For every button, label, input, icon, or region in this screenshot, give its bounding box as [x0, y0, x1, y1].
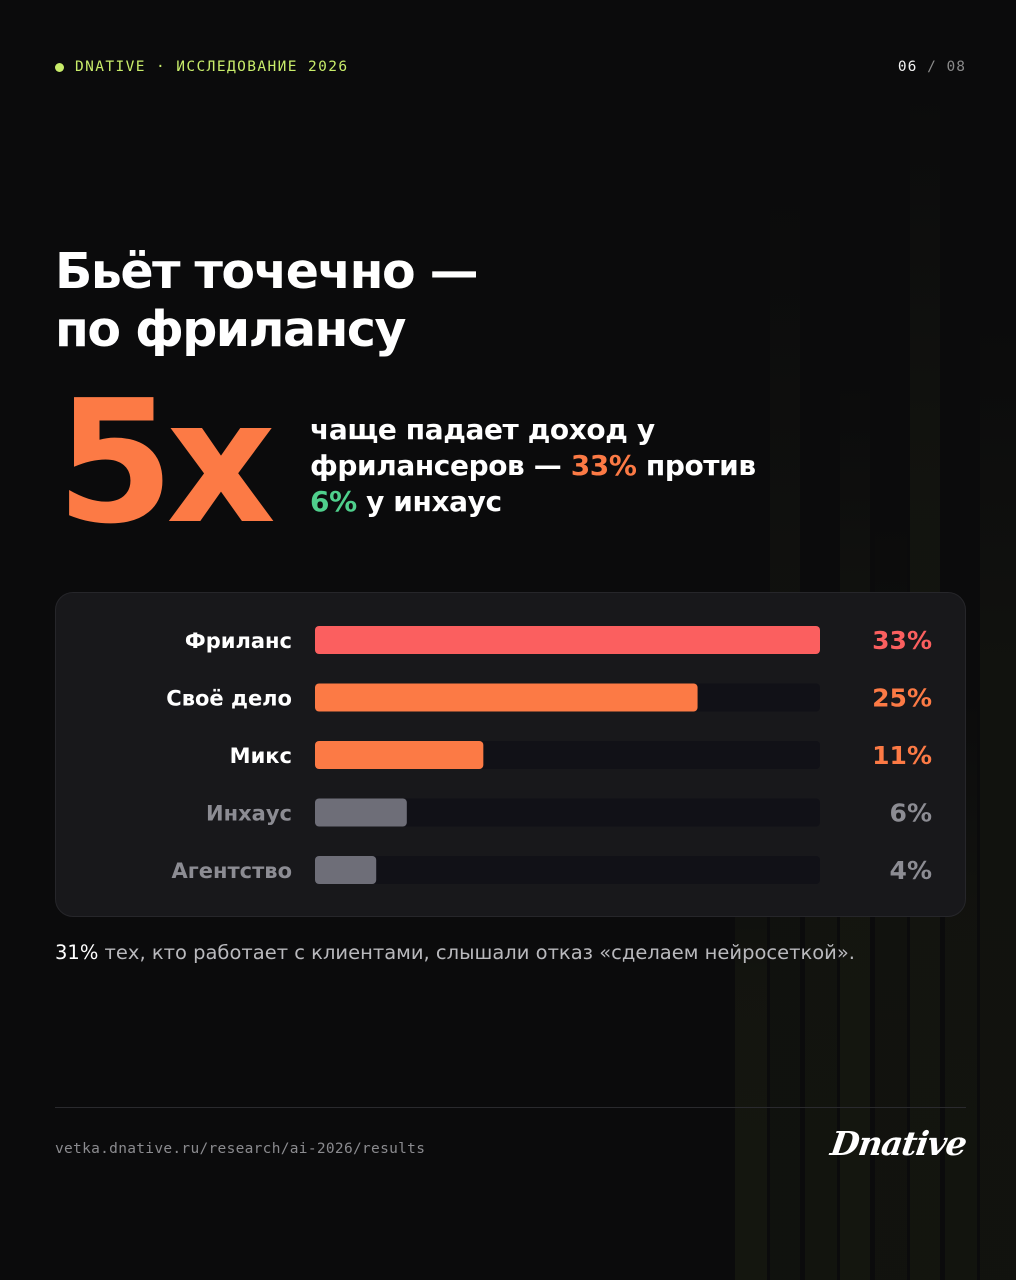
stat-multiplier: 5x: [56, 364, 276, 562]
footnote-text: тех, кто работает с клиентами, слышали о…: [104, 941, 855, 964]
brand-dot-icon: [55, 63, 64, 72]
page-title-line-1: Бьёт точечно —: [55, 243, 479, 300]
bar-chart: Фриланс 33% Своё дело 25% Микс 11% Инхаус 6% Аге…: [166, 626, 932, 885]
stat-text-part-3: у инхаус: [366, 485, 502, 518]
stat-text-part-1: чаще падает доход у фрилансеров —: [310, 413, 655, 482]
value-label: 11%: [872, 741, 932, 770]
stat-text-part-2: против: [645, 449, 756, 482]
source-url: vetka.dnative.ru/research/ai-2026/result…: [55, 1141, 426, 1157]
brand-label: DNATIVE · ИССЛЕДОВАНИЕ 2026: [75, 59, 349, 75]
bar: [315, 798, 407, 827]
footnote: 31% тех, кто работает с клиентами, слыша…: [55, 940, 855, 966]
bar: [315, 683, 698, 712]
footer-divider: [55, 1107, 966, 1108]
bar-track: [315, 856, 820, 884]
page-total: 08: [946, 59, 966, 75]
category-label: Агентство: [172, 859, 292, 883]
bar: [315, 626, 820, 654]
dnative-logo: Dnative: [828, 1124, 969, 1163]
category-label: Микс: [230, 744, 292, 768]
stat-highlight-freelance: 33%: [570, 449, 637, 482]
bar: [315, 741, 484, 769]
footnote-figure: 31%: [55, 941, 99, 964]
category-label: Своё дело: [166, 687, 292, 711]
value-label: 25%: [872, 684, 932, 713]
page-separator: /: [927, 59, 937, 75]
bar: [315, 856, 377, 884]
value-label: 33%: [872, 626, 932, 655]
stat-highlight-inhouse: 6%: [310, 485, 357, 518]
header: DNATIVE · ИССЛЕДОВАНИЕ 2026 06 / 08: [55, 56, 966, 78]
chart-card: Фриланс 33% Своё дело 25% Микс 11% Инхаус 6% Аге…: [55, 592, 966, 917]
category-label: Инхаус: [206, 802, 292, 826]
bar-track: [315, 798, 820, 827]
value-label: 6%: [890, 799, 932, 828]
page-current: 06: [897, 59, 918, 75]
page-counter: 06 / 08: [898, 56, 966, 78]
page-title-line-2: по фрилансу: [55, 301, 406, 358]
value-label: 4%: [890, 856, 932, 885]
stat-description: чаще падает доход у фрилансеров — 33% пр…: [310, 412, 790, 520]
page-title: Бьёт точечно — по фрилансу: [55, 243, 755, 359]
category-label: Фриланс: [185, 629, 292, 653]
